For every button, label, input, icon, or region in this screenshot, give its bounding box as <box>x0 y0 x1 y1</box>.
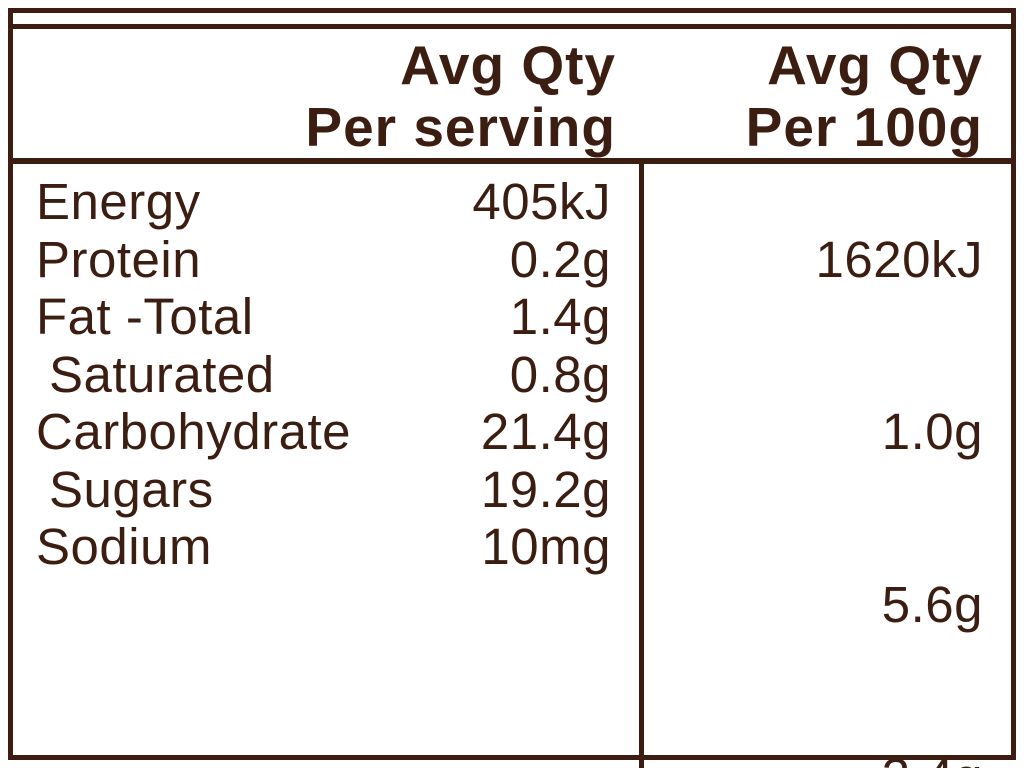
nutrition-panel: NUTRITION INFORMATION Servings per Pack:… <box>8 8 1016 768</box>
per-100g-value: 3.4g <box>882 748 983 768</box>
table-row: Carbohydrate 21.4g <box>36 403 611 461</box>
per-serving-column: Energy 405kJ Protein 0.2g Fat -Total 1.4… <box>13 164 644 768</box>
per-serving-value: 0.8g <box>509 345 611 403</box>
table-row: 1.0g <box>644 346 983 519</box>
per-100g-header: Avg Qty Per 100g <box>644 34 1011 158</box>
per-100g-value: 5.6g <box>881 575 983 633</box>
table-row: 5.6g <box>644 518 983 691</box>
table-row: 3.4g <box>644 691 983 768</box>
table-row: Energy 405kJ <box>36 173 611 231</box>
nutrient-label: Sodium <box>36 518 212 575</box>
nutrition-table: Energy 405kJ Protein 0.2g Fat -Total 1.4… <box>13 164 1011 768</box>
nutrient-label: Energy <box>36 173 201 230</box>
nutrient-label: Sugars <box>49 460 214 518</box>
table-row: Sugars 19.2g <box>36 461 611 519</box>
title-section: NUTRITION INFORMATION Servings per Pack:… <box>13 13 1011 25</box>
table-row: 1620kJ <box>644 173 983 346</box>
per-serving-value: 19.2g <box>480 460 611 518</box>
nutrient-label: Fat -Total <box>36 288 254 345</box>
per-100g-value: 1620kJ <box>815 230 983 288</box>
nutrient-label: Carbohydrate <box>36 403 352 460</box>
nutrient-label: Saturated <box>49 345 275 403</box>
per-serving-header: Avg Qty Per serving <box>13 34 644 158</box>
per-serving-value: 21.4g <box>480 403 611 460</box>
per-100g-header-line1: Avg Qty <box>767 34 983 96</box>
per-serving-header-line2: Per serving <box>305 96 616 158</box>
per-serving-value: 10mg <box>481 518 611 575</box>
per-serving-header-line1: Avg Qty <box>400 34 616 96</box>
column-headers: Avg Qty Per serving Avg Qty Per 100g <box>13 24 1011 164</box>
per-100g-value: 1.0g <box>881 403 983 460</box>
per-100g-column: 1620kJ 1.0g 5.6g 3.4g 85.4g 76.7g 42mg <box>644 164 1011 768</box>
table-row: Protein 0.2g <box>36 231 611 289</box>
table-row: Saturated 0.8g <box>36 346 611 404</box>
nutrient-label: Protein <box>36 230 202 288</box>
per-100g-header-line2: Per 100g <box>745 96 983 158</box>
table-row: Fat -Total 1.4g <box>36 288 611 346</box>
per-serving-value: 405kJ <box>472 173 611 230</box>
per-serving-value: 0.2g <box>509 230 611 288</box>
per-serving-value: 1.4g <box>509 288 611 345</box>
table-row: Sodium 10mg <box>36 518 611 576</box>
